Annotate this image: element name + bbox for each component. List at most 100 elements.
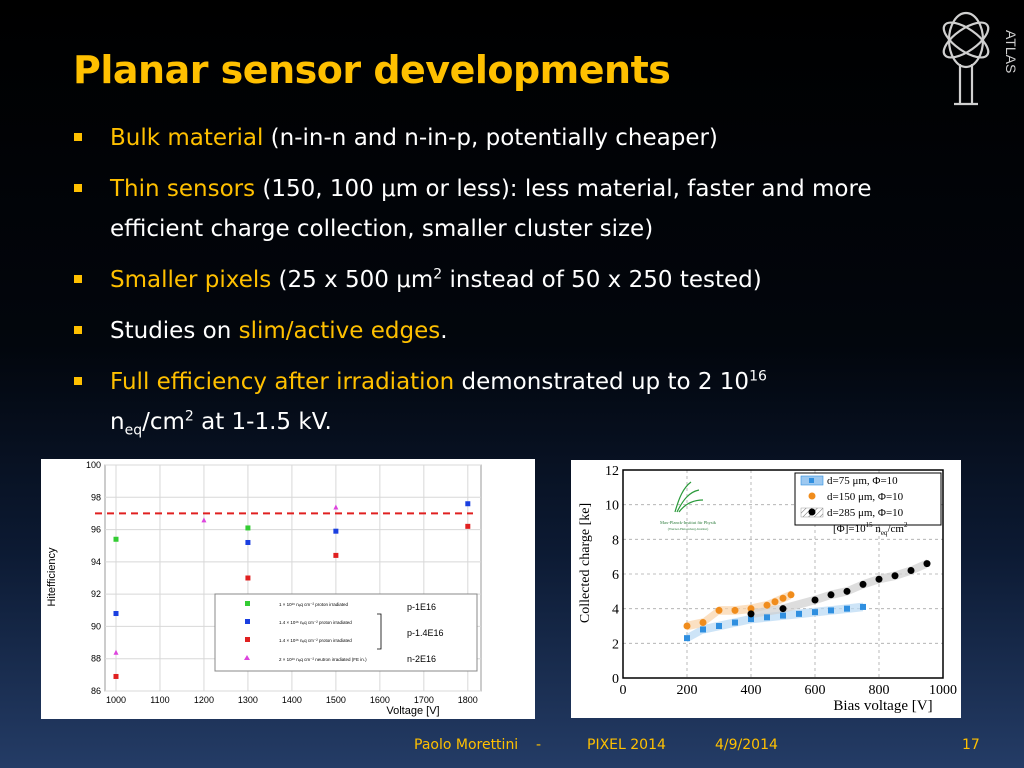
- data-point: [715, 606, 723, 614]
- data-point: [891, 572, 899, 580]
- legend-marker-2: [245, 619, 250, 624]
- data-point: [245, 575, 251, 581]
- hit-efficiency-chart: 1000 1100 1200 1300 1400 1500 1600 1700 1800 86 88…: [41, 459, 535, 719]
- x-axis-label: Bias voltage [V]: [833, 698, 932, 714]
- data-point: [699, 619, 707, 627]
- hit-efficiency-plot: 1000 1100 1200 1300 1400 1500 1600 1700 1800 86 88…: [46, 460, 482, 717]
- data-point: [771, 598, 779, 606]
- y-tick-label: 6: [612, 568, 619, 583]
- bullet-bulk-material: Bulk material (n-in-n and n-in-p, potent…: [72, 118, 972, 158]
- y-tick-label: 0: [612, 672, 619, 687]
- data-point: [732, 619, 738, 626]
- bullet-slim-edges: Studies on slim/active edges.: [72, 311, 972, 351]
- data-point: [763, 601, 771, 609]
- annotation-p-1e16: p-1E16: [407, 602, 436, 612]
- data-point: [860, 603, 866, 610]
- data-point: [716, 623, 722, 629]
- data-point: [843, 587, 851, 595]
- x-tick-label: 1500: [326, 695, 346, 705]
- legend-marker-2: [808, 492, 816, 500]
- data-point: [747, 610, 755, 618]
- fluence-label: [Φ]=1015 neq/cm2: [833, 521, 908, 537]
- x-tick-label: 1700: [414, 695, 434, 705]
- x-tick-label: 400: [741, 683, 762, 698]
- svg-text:Max-Planck-Institut für Physik: Max-Planck-Institut für Physik: [660, 520, 717, 525]
- x-tick-label: 1300: [238, 695, 258, 705]
- mpi-logo: Max-Planck-Institut für Physik (Werner-H…: [660, 481, 717, 531]
- plot-frame: [622, 469, 944, 679]
- collected-charge-chart: 0 200 400 600 800 1000 0 2 4 6 8 10 12 Bias voltage …: [571, 460, 961, 718]
- y-tick-label: 90: [91, 621, 101, 631]
- data-point: [827, 591, 835, 599]
- y-tick-label: 4: [612, 603, 619, 618]
- x-tick-label: 1800: [458, 695, 478, 705]
- legend-label-1: d=75 μm, Φ=10: [827, 475, 898, 487]
- data-point: [700, 626, 706, 633]
- y-tick-label: 12: [605, 464, 619, 479]
- data-point: [779, 605, 787, 613]
- data-point: [333, 528, 339, 534]
- x-tick-label: 800: [869, 683, 890, 698]
- y-axis-label: Collected charge [ke]: [578, 503, 593, 623]
- legend-label-2: d=150 μm, Φ=10: [827, 491, 904, 503]
- chart-legend: d=75 μm, Φ=10 d=150 μm, Φ=10 d=285 μm, Φ…: [794, 472, 942, 537]
- data-point: [333, 552, 339, 558]
- x-tick-label: 1100: [150, 695, 169, 705]
- x-tick-label: 600: [805, 683, 826, 698]
- data-point: [113, 611, 119, 617]
- legend-label-2: 1.4 × 10¹⁶ nₑq cm⁻² proton irradiated: [279, 620, 352, 625]
- legend-marker-3: [808, 508, 816, 516]
- data-point: [923, 560, 931, 568]
- data-point: [875, 575, 883, 583]
- x-tick-label: 1000: [929, 683, 957, 698]
- annotation-p-1-4e16: p-1.4E16: [407, 628, 444, 638]
- y-axis-label: Hitefficiency: [46, 547, 58, 607]
- data-point: [245, 525, 251, 531]
- data-point: [764, 614, 770, 621]
- y-tick-label: 86: [91, 686, 101, 696]
- data-point: [201, 517, 207, 523]
- data-point: [465, 501, 471, 507]
- data-point: [844, 605, 850, 612]
- y-tick-label: 2: [612, 637, 619, 652]
- y-tick-label: 8: [612, 533, 619, 548]
- bullet-smaller-pixels: Smaller pixels (25 x 500 μm2 instead of …: [72, 260, 972, 300]
- data-point: [796, 610, 802, 617]
- footer-event: PIXEL 2014: [587, 737, 666, 753]
- footer-date: 4/9/2014: [715, 737, 778, 753]
- data-point: [859, 580, 867, 588]
- data-point: [747, 605, 755, 613]
- y-tick-label: 96: [91, 525, 101, 535]
- data-point: [780, 612, 786, 619]
- collected-charge-plot: 0 200 400 600 800 1000 0 2 4 6 8 10 12 Bias voltage …: [578, 464, 957, 714]
- annotation-n-2e16: n-2E16: [407, 654, 436, 664]
- x-tick-label: 1200: [194, 695, 214, 705]
- page-number: 17: [962, 737, 980, 753]
- x-tick-label: 1600: [370, 695, 390, 705]
- data-point: [113, 649, 119, 655]
- bullet-thin-sensors: Thin sensors (150, 100 μm or less): less…: [72, 169, 972, 249]
- x-tick-label: 1400: [282, 695, 302, 705]
- legend-marker-4: [244, 655, 250, 660]
- data-point: [907, 567, 915, 575]
- x-tick-label: 0: [620, 683, 627, 698]
- atlas-logo: ATLAS: [942, 11, 1019, 106]
- y-tick-label: 88: [91, 654, 101, 664]
- data-point: [245, 539, 251, 545]
- x-axis-label: Voltage [V]: [386, 705, 439, 717]
- legend-marker-3: [245, 637, 250, 642]
- footer-separator: -: [536, 737, 542, 753]
- svg-text:ATLAS: ATLAS: [1003, 30, 1019, 73]
- svg-text:(Werner-Heisenberg-Institut): (Werner-Heisenberg-Institut): [668, 527, 709, 531]
- data-point: [465, 523, 471, 529]
- y-tick-label: 94: [91, 557, 101, 567]
- y-tick-label: 10: [605, 499, 619, 514]
- data-point: [113, 673, 119, 679]
- bullet-full-efficiency: Full efficiency after irradiation demons…: [72, 362, 972, 442]
- legend-label-1: 1 × 10¹⁶ nₑq cm⁻² proton irradiated: [279, 602, 349, 607]
- uncertainty-band: [751, 559, 927, 619]
- data-point: [787, 591, 795, 599]
- footer-author: Paolo Morettini: [414, 737, 519, 753]
- slide-title: Planar sensor developments: [73, 48, 671, 92]
- x-tick-label: 200: [677, 683, 698, 698]
